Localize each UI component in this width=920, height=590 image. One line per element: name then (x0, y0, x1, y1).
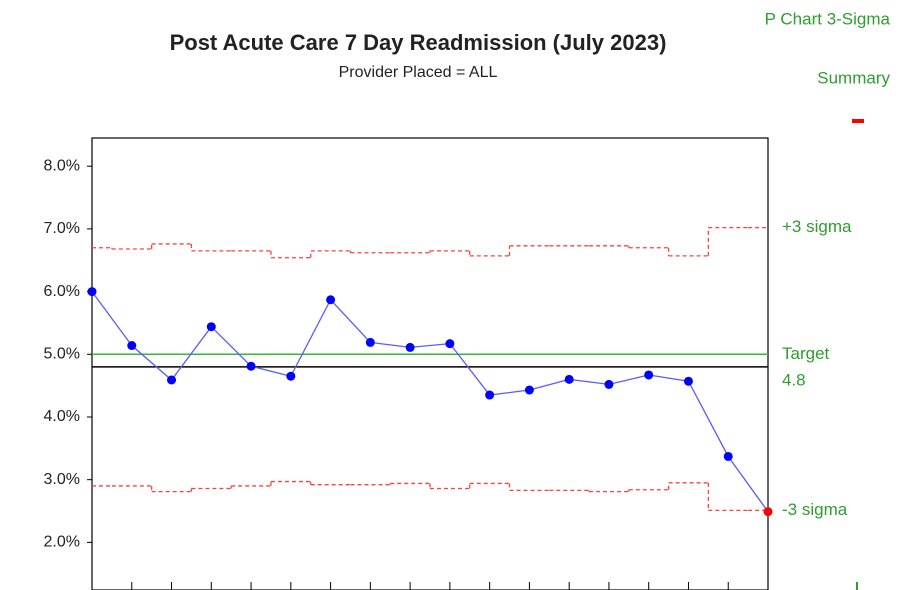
data-point (87, 287, 97, 297)
chart-kind: P Chart 3-Sigma (765, 9, 891, 28)
ucl-label: +3 sigma (782, 217, 852, 236)
mean-label: 4.8 (782, 370, 806, 389)
data-point (127, 341, 137, 351)
data-point (723, 451, 733, 461)
data-point (246, 361, 256, 371)
data-point (206, 322, 216, 332)
y-tick-label: 2.0% (44, 534, 80, 551)
data-point (683, 376, 693, 386)
summary-marker (852, 119, 864, 123)
y-tick-label: 6.0% (44, 283, 80, 300)
data-point (604, 379, 614, 389)
y-tick-label: 7.0% (44, 220, 80, 237)
data-point (564, 374, 574, 384)
target-label: Target (782, 344, 830, 363)
y-tick-label: 5.0% (44, 346, 80, 363)
data-point (326, 295, 336, 305)
plot-frame (91, 137, 769, 590)
y-tick-label: 4.0% (44, 408, 80, 425)
data-point (763, 507, 773, 517)
summary-label: Summary (817, 68, 890, 87)
y-tick-label: 3.0% (44, 471, 80, 488)
y-tick-label: 8.0% (44, 157, 80, 174)
data-line (91, 291, 769, 513)
data-point (286, 371, 296, 381)
data-point (445, 339, 455, 349)
data-point (524, 385, 534, 395)
chart-subtitle: Provider Placed = ALL (339, 64, 498, 81)
lcl-label: -3 sigma (782, 500, 848, 519)
data-point (485, 390, 495, 400)
chart-title: Post Acute Care 7 Day Readmission (July … (170, 30, 667, 55)
data-point (167, 375, 177, 385)
data-point (365, 337, 375, 347)
data-point (644, 370, 654, 380)
data-point (405, 342, 415, 352)
